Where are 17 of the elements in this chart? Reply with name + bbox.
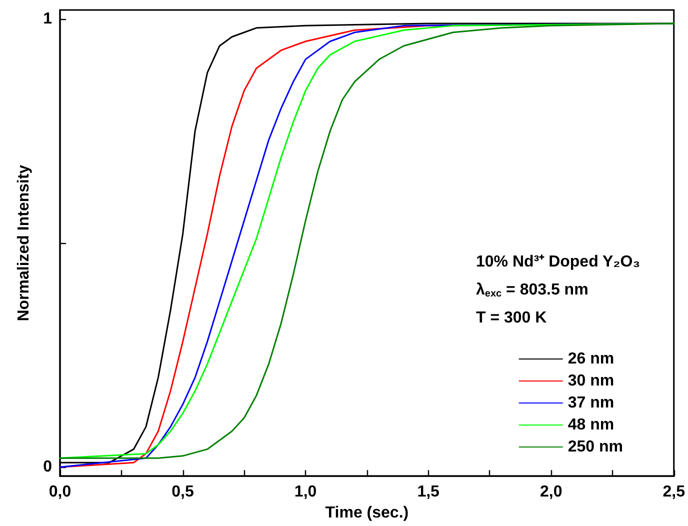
y-tick-label: 1 xyxy=(43,10,52,28)
x-tick-label: 0,0 xyxy=(48,484,72,501)
legend-label: 250 nm xyxy=(568,438,623,456)
annotation: T = 300 K xyxy=(476,310,548,326)
x-tick-label: 1,5 xyxy=(417,484,440,501)
legend-label: 48 nm xyxy=(568,416,614,434)
legend-label: 30 nm xyxy=(568,372,614,390)
annotation: 10% Nd³⁺ Doped Y₂O₃ xyxy=(476,254,640,270)
x-tick-label: 1,0 xyxy=(294,484,317,501)
x-tick-label: 0,5 xyxy=(172,484,194,501)
y-axis-title: Normalized Intensity xyxy=(16,164,32,322)
y-tick-label: 0 xyxy=(43,458,52,476)
x-tick-label: 2,0 xyxy=(540,484,562,501)
x-axis-title: Time (sec.) xyxy=(325,504,409,522)
x-tick-label: 2,5 xyxy=(662,484,686,501)
legend-label: 37 nm xyxy=(568,394,614,412)
legend-label: 26 nm xyxy=(568,350,614,368)
